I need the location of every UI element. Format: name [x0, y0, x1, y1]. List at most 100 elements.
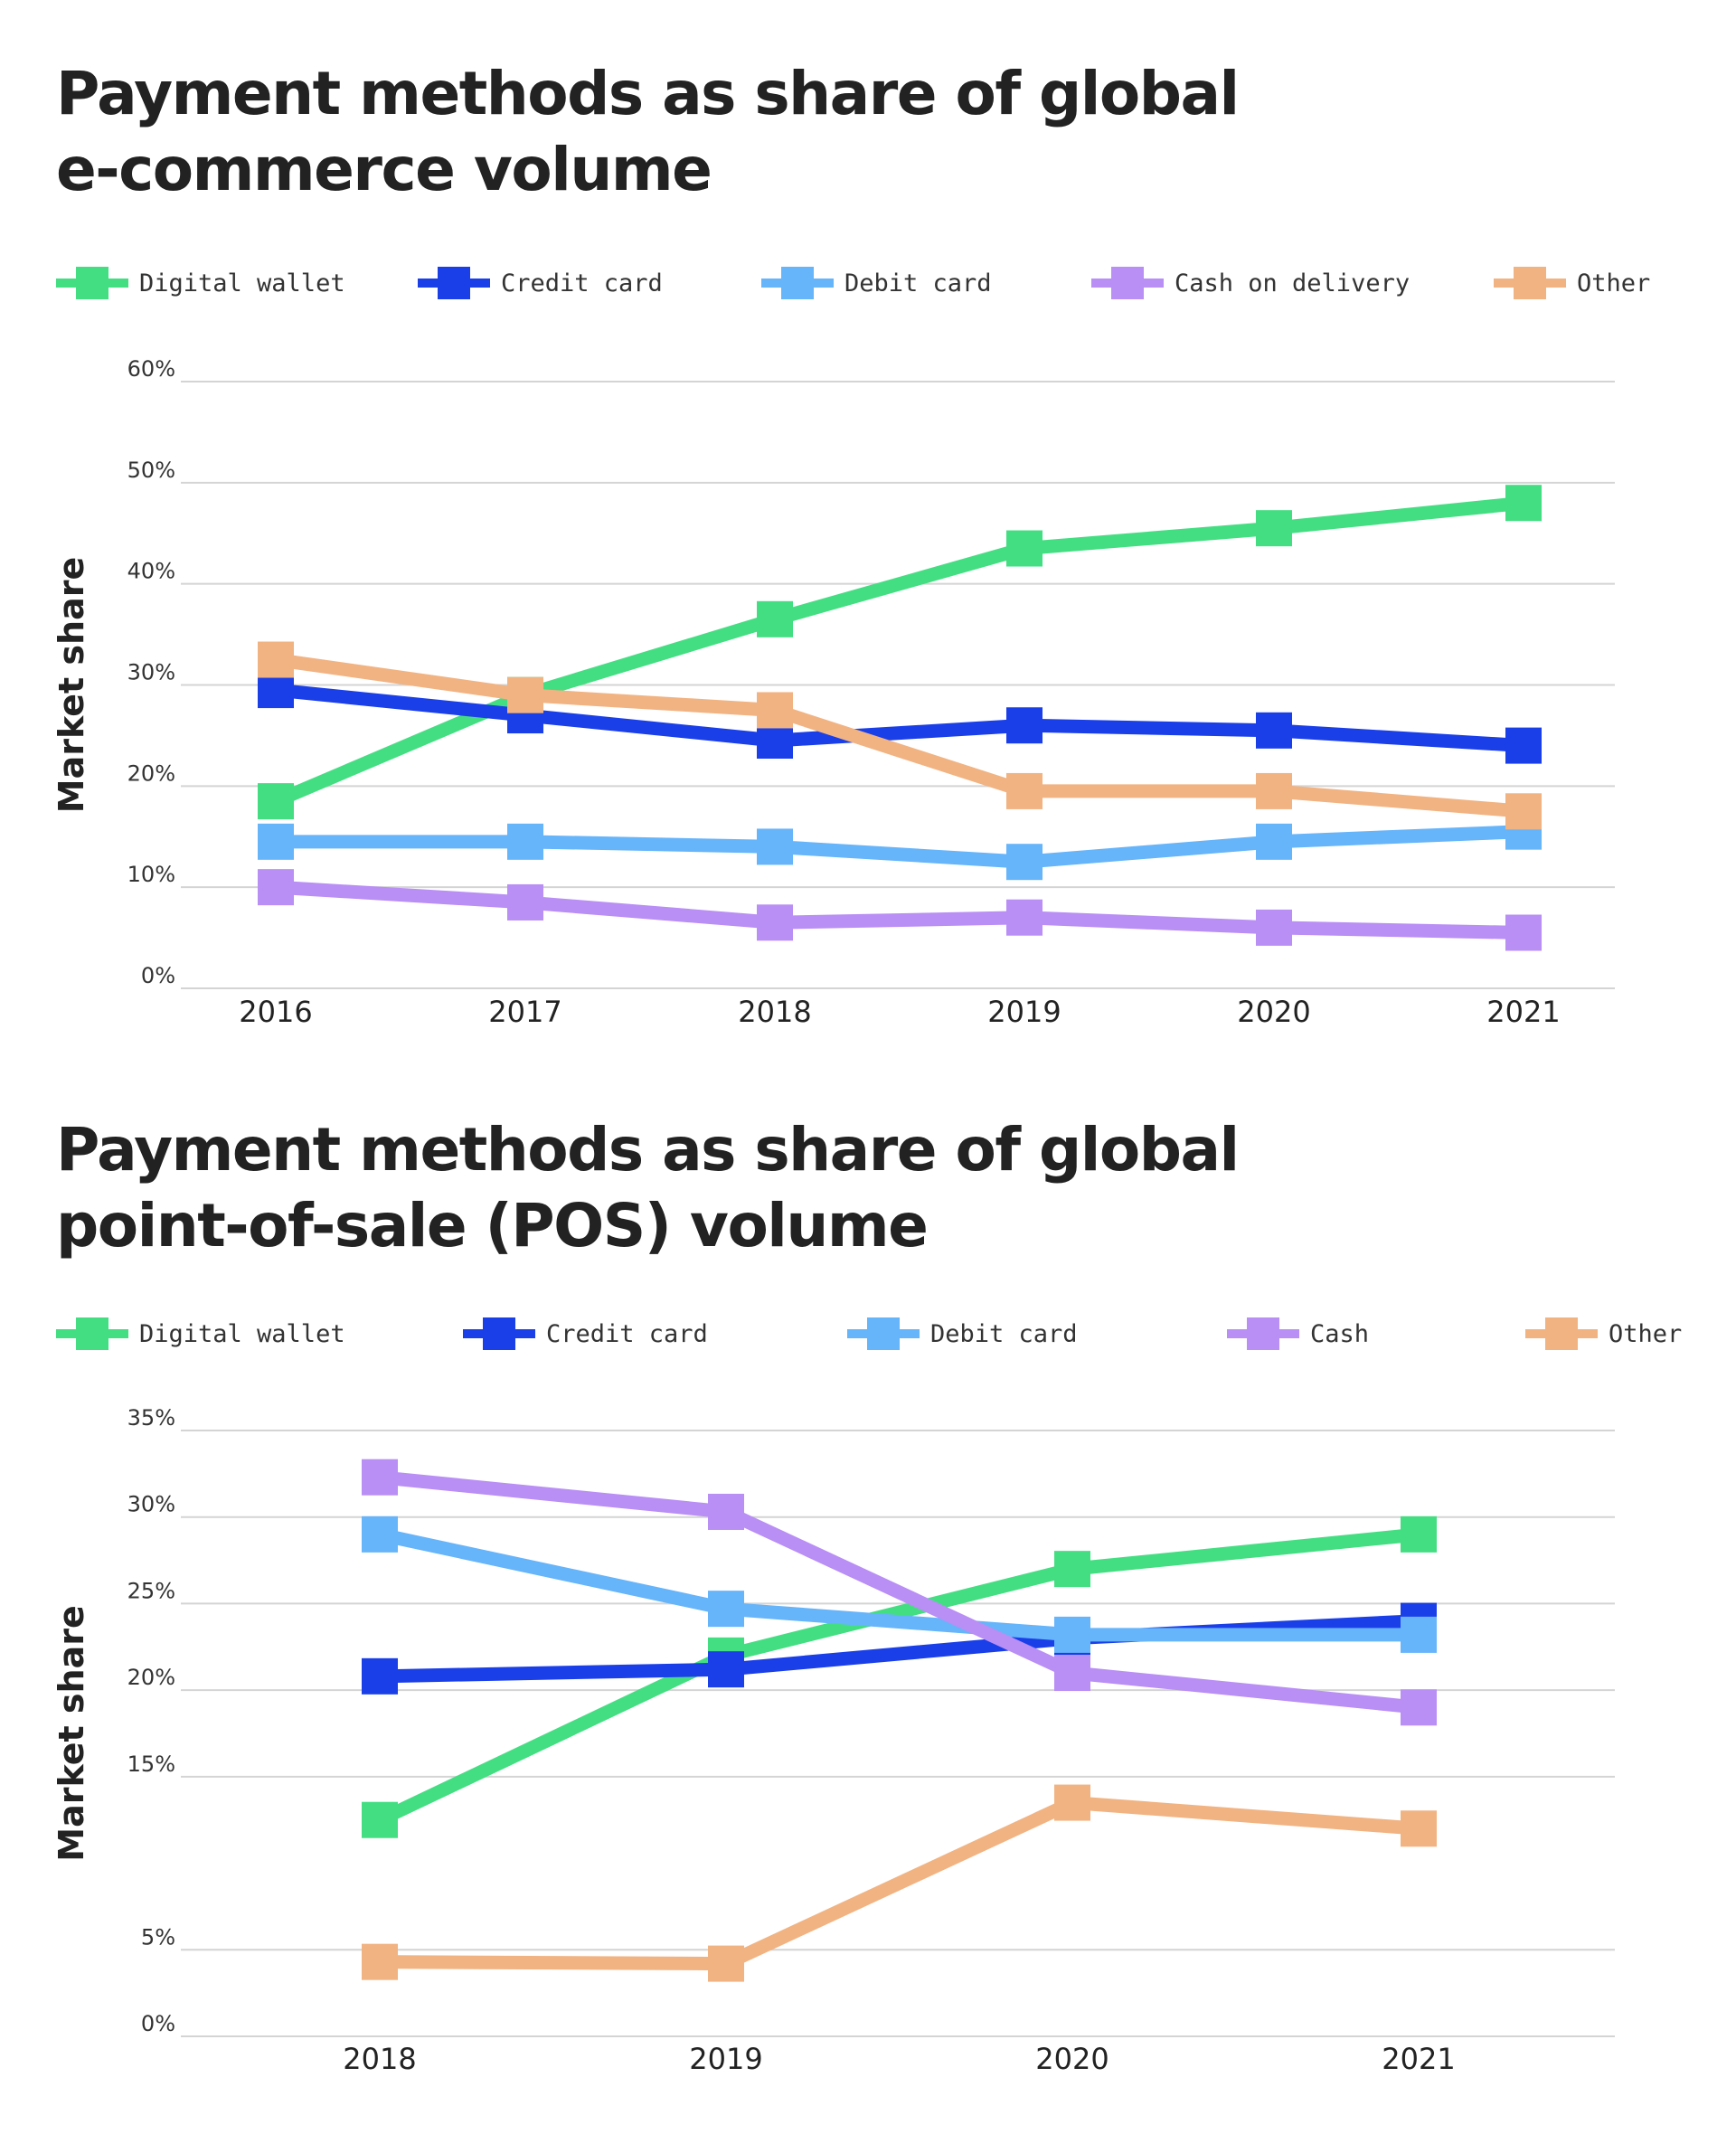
chart-title-ecommerce-line-2: e-commerce volume — [56, 135, 712, 204]
legend-label-pos-digital-wallet: Digital wallet — [139, 1319, 345, 1348]
series-debit-card — [258, 813, 1542, 881]
legend-item-pos-cash: Cash — [1227, 1316, 1369, 1352]
x-tick-label: 2021 — [1486, 995, 1560, 1029]
x-tick-label: 2019 — [689, 2042, 762, 2076]
data-point-credit-card-2019 — [708, 1651, 744, 1688]
legend-item-pos-digital-wallet: Digital wallet — [56, 1316, 345, 1352]
data-point-debit-card-2016 — [258, 823, 294, 860]
data-point-cash-2018 — [362, 1459, 398, 1496]
data-point-credit-card-2016 — [258, 672, 294, 709]
legend-label-pos-debit-card: Debit card — [930, 1319, 1078, 1348]
y-tick-label: 40% — [127, 559, 175, 584]
legend-swatch-pos-debit-card — [847, 1316, 920, 1352]
y-tick-label: 20% — [127, 1665, 175, 1690]
series-line-cash — [379, 1470, 1420, 1714]
legend-item-other: Other — [1494, 265, 1650, 301]
data-point-digital-wallet-2018 — [362, 1801, 398, 1838]
y-tick-label: 15% — [127, 1752, 175, 1777]
data-point-cash-on-delivery-2020 — [1256, 909, 1292, 946]
legend-label-debit-card: Debit card — [844, 269, 992, 297]
data-point-credit-card-2018 — [757, 722, 793, 760]
y-tick-label: 5% — [141, 1924, 175, 1950]
y-tick-label: 20% — [127, 760, 175, 786]
data-point-other-2019 — [708, 1945, 744, 1982]
series-digital-wallet — [258, 485, 1542, 820]
legend-item-debit-card: Debit card — [761, 265, 992, 301]
y-tick-label: 10% — [127, 862, 175, 887]
y-tick-label: 30% — [127, 660, 175, 685]
data-point-digital-wallet-2016 — [258, 783, 294, 820]
data-point-cash-on-delivery-2021 — [1505, 914, 1542, 951]
data-point-cash-2021 — [1401, 1689, 1437, 1726]
legend-item-pos-other: Other — [1525, 1316, 1682, 1352]
data-point-debit-card-2020 — [1054, 1616, 1090, 1653]
chart-pos: 0% 5% 15% 20% 25% 30% 35% 2018 2019 2020 2021 Marke… — [52, 1405, 1615, 2076]
x-tick-label: 2016 — [239, 995, 312, 1029]
data-point-debit-card-2019 — [708, 1591, 744, 1628]
legend-label-pos-credit-card: Credit card — [546, 1319, 708, 1348]
x-tick-label: 2020 — [1035, 2042, 1109, 2076]
legend-item-cash-on-delivery: Cash on delivery — [1091, 265, 1410, 301]
legend-swatch-pos-digital-wallet — [56, 1316, 128, 1352]
x-tick-label: 2017 — [488, 995, 561, 1029]
data-point-other-2016 — [258, 641, 294, 678]
data-point-cash-on-delivery-2016 — [258, 869, 294, 906]
data-point-credit-card-2019 — [1006, 707, 1043, 744]
y-axis-title: Market share — [52, 557, 91, 813]
data-point-digital-wallet-2021 — [1401, 1516, 1437, 1553]
chart-title-ecommerce-line-1: Payment methods as share of global — [56, 59, 1240, 128]
data-point-credit-card-2021 — [1505, 727, 1542, 764]
legend-swatch-credit-card — [418, 265, 490, 301]
y-tick-label: 35% — [127, 1405, 175, 1431]
data-point-other-2017 — [507, 676, 543, 713]
data-point-debit-card-2017 — [507, 823, 543, 860]
data-point-cash-on-delivery-2019 — [1006, 899, 1043, 936]
legend-swatch-digital-wallet — [56, 265, 128, 301]
data-point-digital-wallet-2019 — [1006, 530, 1043, 567]
y-tick-label: 25% — [127, 1578, 175, 1603]
data-point-credit-card-2020 — [1256, 712, 1292, 749]
y-tick-label: 30% — [127, 1492, 175, 1517]
data-point-cash-2020 — [1054, 1655, 1090, 1691]
data-point-other-2018 — [362, 1943, 398, 1980]
data-point-cash-2019 — [708, 1493, 744, 1530]
series-line-digital-wallet — [376, 1527, 1420, 1827]
legend-item-pos-debit-card: Debit card — [847, 1316, 1078, 1352]
chart-title-ecommerce: Payment methods as share of global e-com… — [56, 56, 1240, 208]
data-point-credit-card-2018 — [362, 1657, 398, 1695]
y-tick-label: 60% — [127, 356, 175, 382]
series-line-debit-card — [276, 825, 1524, 869]
series-other — [258, 641, 1542, 830]
data-point-digital-wallet-2020 — [1256, 510, 1292, 547]
y-axis-title: Market share — [52, 1605, 91, 1861]
data-point-debit-card-2020 — [1256, 823, 1292, 860]
data-point-other-2019 — [1006, 772, 1043, 809]
series-line-cash-on-delivery — [275, 880, 1524, 940]
x-tick-label: 2018 — [738, 995, 811, 1029]
legend-ecommerce: Digital wallet Credit card Debit card Ca… — [56, 265, 1684, 301]
series-line-debit-card — [378, 1527, 1419, 1642]
y-tick-label: 50% — [127, 458, 175, 483]
chart-title-pos-line-2: point-of-sale (POS) volume — [56, 1191, 929, 1261]
x-tick-label: 2018 — [343, 2042, 416, 2076]
data-point-cash-on-delivery-2018 — [757, 904, 793, 941]
x-tick-label: 2019 — [987, 995, 1061, 1029]
y-tick-label: 0% — [141, 963, 175, 988]
legend-label-pos-other: Other — [1609, 1319, 1683, 1348]
legend-label-pos-cash: Cash — [1310, 1319, 1370, 1348]
legend-swatch-pos-cash — [1227, 1316, 1299, 1352]
legend-swatch-pos-other — [1525, 1316, 1598, 1352]
x-tick-label: 2021 — [1382, 2042, 1455, 2076]
series-line-other — [379, 1796, 1420, 1971]
series-credit-card — [258, 672, 1542, 764]
legend-label-cash-on-delivery: Cash on delivery — [1175, 269, 1410, 297]
data-point-debit-card-2021 — [1401, 1616, 1437, 1653]
data-point-other-2021 — [1505, 793, 1542, 830]
series-line-credit-card — [275, 683, 1524, 753]
data-point-other-2020 — [1054, 1784, 1090, 1821]
legend-swatch-pos-credit-card — [463, 1316, 535, 1352]
series-cash — [362, 1459, 1437, 1726]
legend-item-digital-wallet: Digital wallet — [56, 265, 345, 301]
series-other — [362, 1784, 1437, 1982]
data-point-debit-card-2019 — [1006, 844, 1043, 881]
